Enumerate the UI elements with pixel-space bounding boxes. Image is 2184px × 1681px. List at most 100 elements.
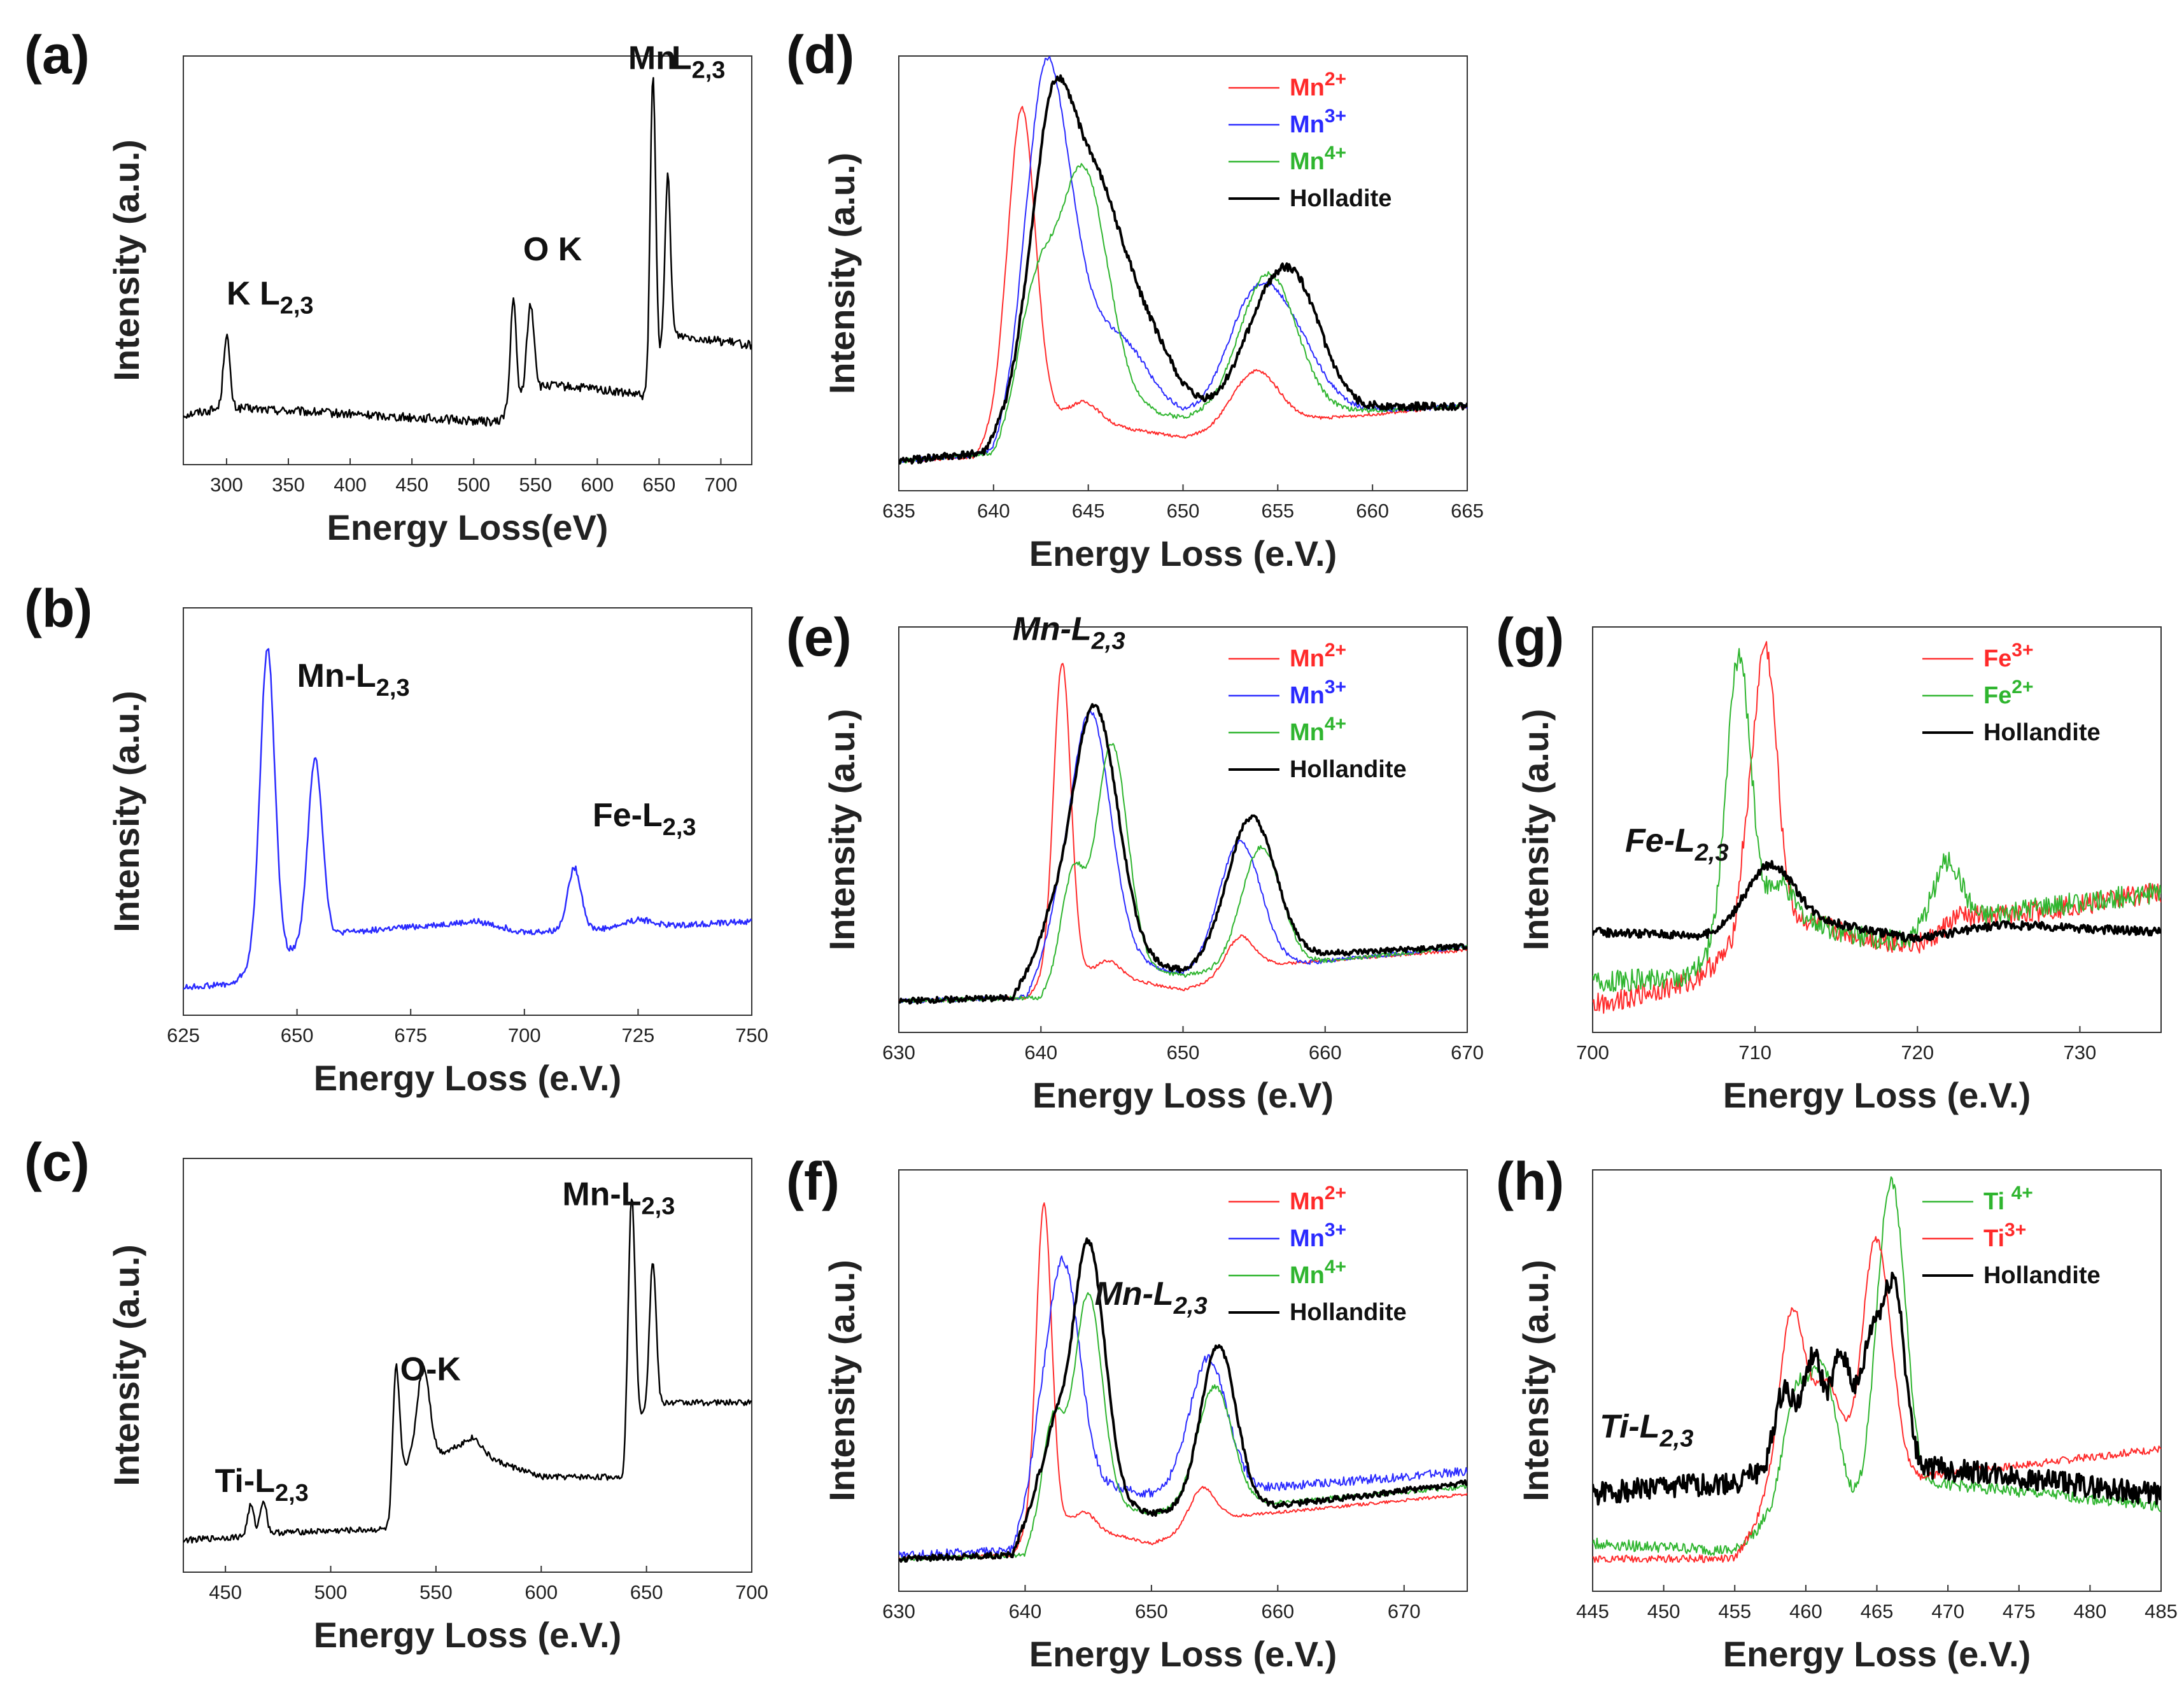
series-line-Hollandite [1593, 1271, 2161, 1506]
plot-frame [1592, 626, 2162, 1033]
legend-label: Mn3+ [1290, 1220, 1346, 1252]
legend-label: Mn2+ [1290, 640, 1346, 672]
x-tick-label: 670 [1388, 1600, 1421, 1622]
series-line-Holladite [899, 74, 1467, 465]
annotation-label: Mn-L2,3 [562, 1176, 675, 1220]
legend-label: Holladite [1290, 185, 1391, 212]
series-line-Hollandite [1593, 860, 2161, 943]
panel-a: (a) 300 350 400 450 500 550 600 650 700 Energy Los… [24, 25, 752, 547]
x-axis-title: Energy Loss (e.V.) [314, 1058, 621, 1098]
x-tick-label: 445 [1576, 1600, 1609, 1622]
annotation-label: L2,3 [672, 40, 726, 84]
panel-b: (b) 625 650 675 700 725 750 Energy Loss (e.V.) I… [24, 579, 768, 1098]
annotation-label: Mn-L2,3 [1095, 1276, 1208, 1319]
legend-label: Mn2+ [1290, 1183, 1346, 1215]
x-tick-label: 630 [882, 1600, 915, 1622]
x-tick-label: 485 [2145, 1600, 2178, 1622]
annotation-label: Mn-L2,3 [1013, 610, 1125, 654]
legend: Fe3+ Fe2+ Hollandite [1922, 640, 2101, 746]
panel-label: (e) [786, 607, 852, 667]
x-tick-label: 650 [281, 1024, 314, 1046]
plot-frame [898, 55, 1468, 491]
x-tick-label: 450 [1647, 1600, 1680, 1622]
legend-label: Mn4+ [1290, 1256, 1346, 1289]
plot-frame [1592, 1169, 2162, 1592]
series-line-Ti4+ [1593, 1176, 2161, 1556]
x-tick-label: 700 [705, 474, 738, 496]
x-tick-label: 625 [167, 1024, 200, 1046]
series-line-Mn2+ [899, 106, 1467, 463]
series-line-Mn3+ [899, 1255, 1467, 1560]
x-tick-label: 655 [1261, 500, 1294, 522]
legend-label: Ti 4+ [1983, 1183, 2033, 1215]
x-tick-label: 550 [519, 474, 552, 496]
legend-label: Mn3+ [1290, 677, 1346, 709]
x-axis-title: Energy Loss (e.V.) [1029, 533, 1337, 573]
legend-label: Mn4+ [1290, 714, 1346, 746]
plot-frame [183, 1158, 752, 1573]
annotation-label: Fe-L2,3 [593, 797, 696, 841]
x-tick-label: 500 [314, 1581, 348, 1603]
x-tick-label: 450 [209, 1581, 242, 1603]
y-axis-title: Intensity (a.u.) [1516, 709, 1556, 951]
x-tick-label: 660 [1356, 500, 1389, 522]
panel-c: (c) 450 500 550 600 650 700 Energy Loss (e.V.) I… [24, 1132, 768, 1655]
panel-label: (c) [24, 1132, 90, 1192]
x-tick-label: 640 [977, 500, 1010, 522]
annotation-label: Mn [628, 40, 676, 77]
panel-label: (d) [786, 25, 854, 85]
panel-f: (f) 630 640 650 660 670 Energy Loss (e.V.) Inte… [786, 1151, 1468, 1674]
series-line-Mn4+ [899, 163, 1467, 464]
legend: Mn2+ Mn3+ Mn4+ Hollandite [1228, 1183, 1407, 1326]
legend-label: Hollandite [1290, 1299, 1407, 1326]
annotation-label: K L2,3 [227, 275, 314, 319]
series-line-Fe3+ [1593, 641, 2161, 1014]
annotation-label: O K [523, 231, 582, 268]
x-tick-label: 650 [1135, 1600, 1168, 1622]
series-line-Mn3+ [899, 56, 1467, 463]
panel-label: (h) [1496, 1151, 1564, 1211]
x-tick-label: 660 [1309, 1041, 1342, 1064]
y-axis-title: Intensity (a.u.) [822, 153, 862, 395]
legend-label: Mn3+ [1290, 106, 1346, 138]
legend-label: Hollandite [1290, 756, 1407, 783]
x-tick-label: 300 [210, 474, 243, 496]
y-axis-title: Intensity (a.u.) [106, 691, 146, 932]
y-axis-title: Intensity (a.u.) [106, 139, 146, 381]
legend-label: Mn4+ [1290, 143, 1346, 175]
annotation-label: O-K [400, 1351, 461, 1388]
x-tick-label: 600 [525, 1581, 558, 1603]
x-tick-label: 700 [508, 1024, 541, 1046]
legend: Mn2+ Mn3+ Mn4+ Hollandite [1228, 640, 1407, 783]
x-tick-label: 455 [1718, 1600, 1751, 1622]
annotation-label: Fe-L2,3 [1625, 822, 1729, 866]
x-tick-label: 700 [1576, 1041, 1609, 1064]
legend-label: Ti3+ [1983, 1220, 2026, 1252]
legend-label: Fe2+ [1983, 677, 2034, 709]
legend-label: Mn2+ [1290, 69, 1346, 101]
series-line-Mn2+ [899, 1202, 1467, 1561]
panel-d: (d) 635 640 645 650 655 660 665 Energy Loss (e.V… [786, 25, 1484, 573]
x-tick-label: 475 [2003, 1600, 2036, 1622]
x-tick-label: 650 [643, 474, 676, 496]
x-axis-title: Energy Loss (e.V.) [314, 1615, 621, 1655]
panel-e: (e) 630 640 650 660 670 Energy Loss (e.V) Inten… [786, 607, 1484, 1115]
y-axis-title: Intensity (a.u.) [822, 709, 862, 951]
x-tick-label: 665 [1451, 500, 1484, 522]
y-axis-title: Intensity (a.u.) [822, 1260, 862, 1502]
x-axis-title: Energy Loss (e.V) [1032, 1075, 1334, 1115]
x-axis-title: Energy Loss (e.V.) [1723, 1075, 2031, 1115]
y-axis-title: Intensity (a.u.) [106, 1244, 146, 1486]
series-line-Hollandite [899, 1237, 1467, 1563]
x-tick-label: 350 [272, 474, 305, 496]
y-axis-title: Intensity (a.u.) [1516, 1260, 1556, 1502]
x-axis-title: Energy Loss (e.V.) [1029, 1634, 1337, 1674]
x-tick-label: 500 [457, 474, 490, 496]
x-tick-label: 640 [1024, 1041, 1057, 1064]
x-tick-label: 640 [1009, 1600, 1042, 1622]
x-axis-title: Energy Loss(eV) [327, 507, 609, 547]
series-line-Mn3+ [899, 710, 1467, 1004]
x-tick-label: 650 [1167, 1041, 1200, 1064]
